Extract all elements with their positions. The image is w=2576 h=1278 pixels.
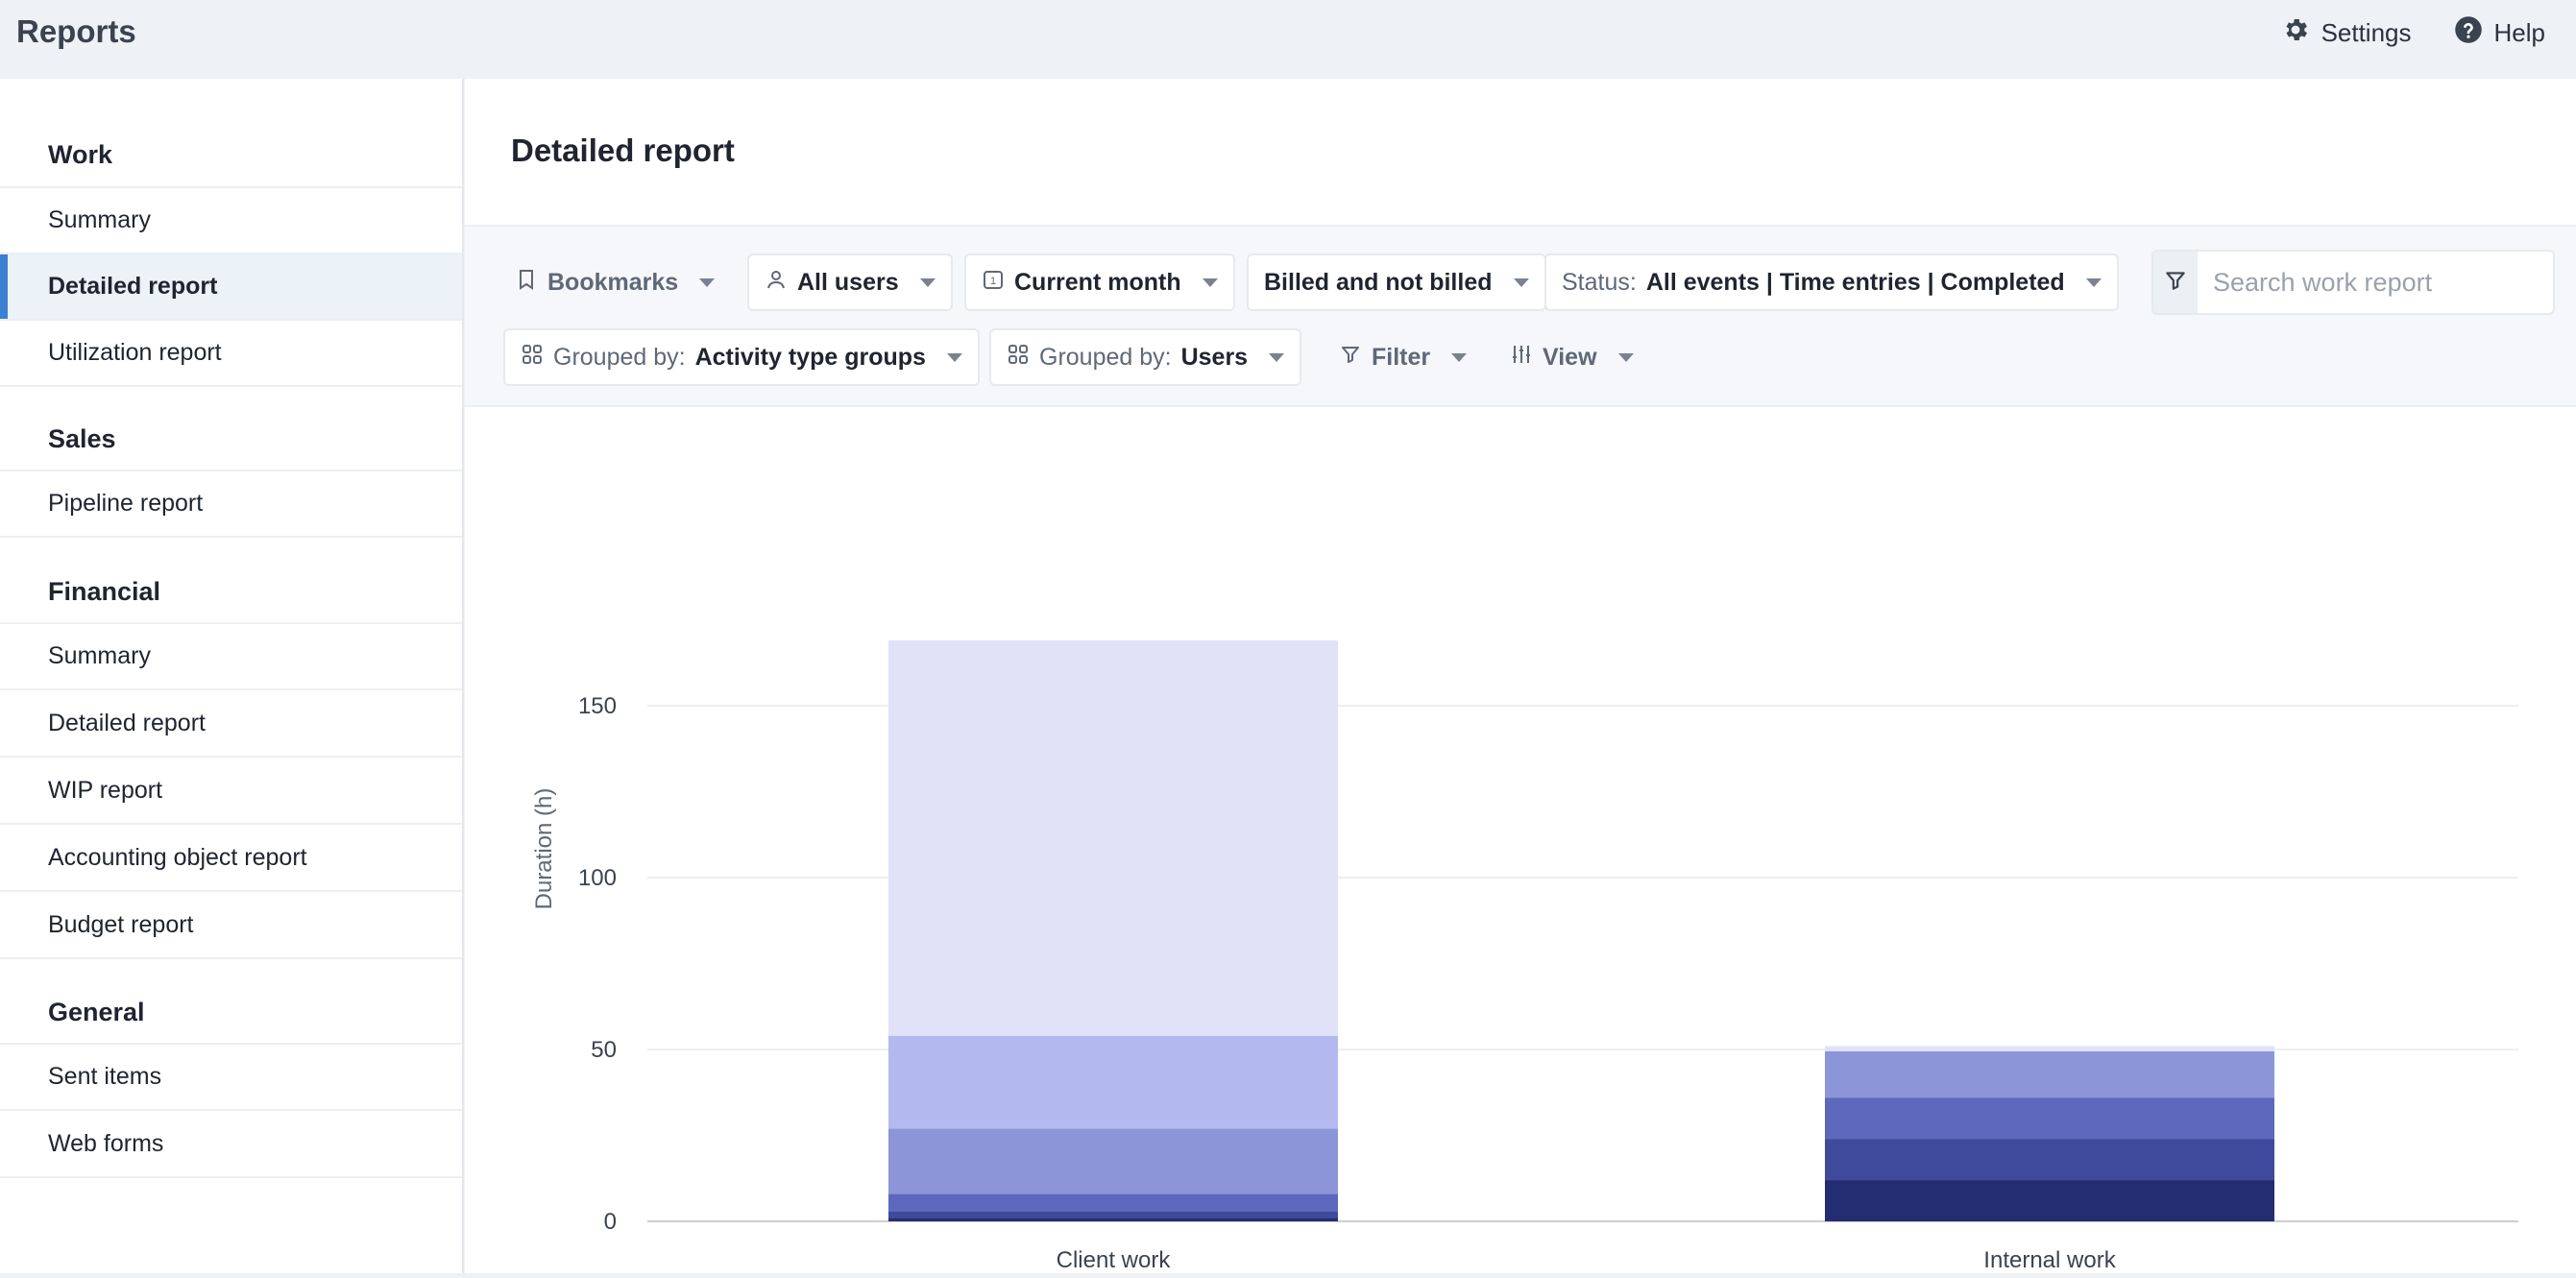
bar-segment[interactable] [888,1211,1338,1218]
chevron-down-icon [1269,352,1285,362]
users-dropdown[interactable]: All users [747,253,953,311]
sidebar-item-budget-report[interactable]: Budget report [0,893,462,959]
y-tick-label: 100 [578,865,617,891]
sidebar-item-financial-summary[interactable]: Summary [0,624,462,690]
chevron-down-icon [919,277,936,287]
bar-segment[interactable] [888,1194,1338,1212]
sidebar-divider [0,186,462,188]
search-filter-button[interactable] [2153,252,2198,313]
view-label: View [1543,343,1597,371]
bookmark-icon [515,268,538,298]
group-by-users-value: Users [1180,343,1249,371]
user-icon [765,268,788,298]
y-axis-label: Duration (h) [531,788,557,910]
group-by-activity-value: Activity type groups [694,343,926,371]
status-value: All events | Time entries | Completed [1645,268,2065,296]
bookmarks-label: Bookmarks [547,268,679,296]
chart-svg: 0 50 100 150 Client work Internal work Durati… [531,639,2518,1273]
x-category-label: Internal work [1983,1247,2116,1273]
bar-segment[interactable] [1825,1046,2274,1051]
calendar-icon: 1 [982,268,1005,298]
bar-segment[interactable] [888,1128,1338,1194]
sidebar-item-accounting-object-report[interactable]: Accounting object report [0,826,462,892]
sidebar-item-utilization-report[interactable]: Utilization report [0,321,462,387]
chevron-down-icon [699,277,716,287]
sliders-icon [1510,343,1533,373]
y-tick-label: 150 [578,693,617,719]
filter-dropdown[interactable]: Filter [1322,328,1484,386]
chevron-down-icon [1513,277,1529,287]
sidebar-item-work-detailed-report[interactable]: Detailed report [0,254,462,321]
bar-segment[interactable] [1825,1180,2274,1221]
bar-segment[interactable] [1825,1050,2274,1098]
filter-label: Filter [1372,343,1431,371]
search-box [2151,250,2555,315]
grid-icon [1007,343,1030,373]
main-content: Detailed report Bookmarks All users 1 Cu… [465,79,2576,1273]
chevron-down-icon [946,352,962,362]
sidebar-item-financial-detailed-report[interactable]: Detailed report [0,691,462,758]
app-title: Reports [16,13,136,49]
sidebar-item-work-summary[interactable]: Summary [0,188,462,254]
search-input[interactable] [2198,252,2553,313]
chevron-down-icon [1202,277,1218,287]
chevron-down-icon [2085,277,2102,287]
report-toolbar: Bookmarks All users 1 Current month Bill… [465,225,2576,407]
page-title: Detailed report [511,133,735,168]
settings-label: Settings [2321,18,2412,47]
help-label: Help [2493,18,2545,47]
sidebar-group-work: Work [48,140,113,169]
funnel-icon [1339,343,1362,373]
status-prefix: Status: [1562,268,1637,296]
status-dropdown[interactable]: Status: All events | Time entries | Comp… [1544,253,2119,311]
bar-segment[interactable] [888,1035,1338,1129]
group-by-activity-dropdown[interactable]: Grouped by: Activity type groups [503,328,980,386]
users-value: All users [797,268,899,296]
funnel-icon [2163,268,2188,298]
help-button[interactable]: Help [2454,15,2545,51]
calendar-day: 1 [990,276,996,287]
sidebar-item-pipeline-report[interactable]: Pipeline report [0,471,462,538]
x-category-label: Client work [1057,1247,1172,1273]
top-bar: Reports Settings Help [0,0,2576,79]
sidebar: Work Summary Detailed report Utilization… [0,79,464,1273]
billing-value: Billed and not billed [1264,268,1493,296]
sidebar-divider [0,470,462,471]
bar-segment[interactable] [1825,1139,2274,1181]
sidebar-group-financial: Financial [48,577,161,606]
group-by-users-dropdown[interactable]: Grouped by: Users [989,328,1302,386]
gear-icon [2281,15,2310,51]
sidebar-item-web-forms[interactable]: Web forms [0,1112,462,1178]
group-by-prefix: Grouped by: [553,343,686,371]
bar-segment[interactable] [888,1218,1338,1221]
duration-chart: 0 50 100 150 Client work Internal work Durati… [465,407,2576,1273]
period-dropdown[interactable]: 1 Current month [964,253,1235,311]
y-tick-label: 50 [591,1037,617,1063]
bookmarks-dropdown[interactable]: Bookmarks [498,253,732,311]
sidebar-divider [0,1043,462,1045]
view-dropdown[interactable]: View [1493,328,1651,386]
bar-segment[interactable] [888,639,1338,1036]
chevron-down-icon [1617,352,1634,362]
sidebar-group-general: General [48,998,145,1026]
group-by-prefix: Grouped by: [1039,343,1172,371]
billing-dropdown[interactable]: Billed and not billed [1247,253,1546,311]
sidebar-group-sales: Sales [48,424,116,453]
grid-icon [521,343,544,373]
period-value: Current month [1014,268,1181,296]
chevron-down-icon [1451,352,1468,362]
settings-button[interactable]: Settings [2281,15,2412,51]
sidebar-divider [0,622,462,624]
bar-segment[interactable] [1825,1097,2274,1140]
sidebar-item-sent-items[interactable]: Sent items [0,1045,462,1111]
y-tick-label: 0 [604,1209,617,1235]
sidebar-item-wip-report[interactable]: WIP report [0,759,462,825]
help-icon [2454,15,2483,51]
top-actions: Settings Help [2281,15,2545,51]
